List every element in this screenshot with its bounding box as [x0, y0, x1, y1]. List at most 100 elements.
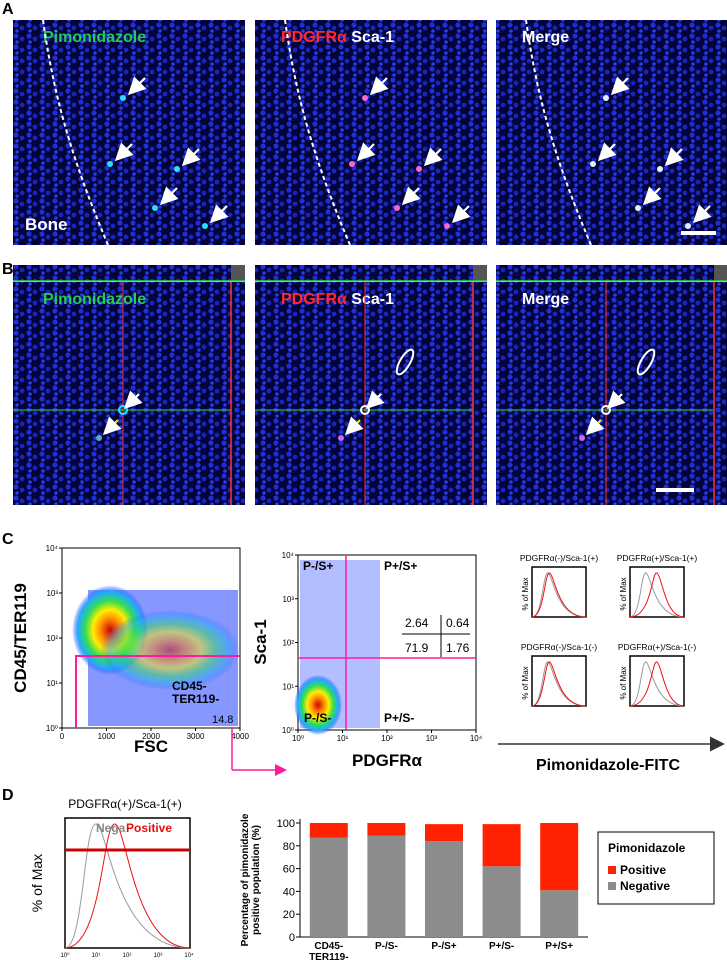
line	[597, 142, 617, 162]
bar-segment	[367, 823, 406, 836]
line	[664, 147, 684, 167]
x-tick-label: P+/S-	[489, 941, 514, 952]
histogram-curve	[629, 661, 685, 707]
x-tick-label: 10¹	[92, 953, 101, 959]
micrograph	[496, 282, 714, 505]
decoration: CD45-	[172, 679, 207, 693]
x-tick-label: 10²	[381, 734, 393, 743]
histogram-title: PDGFRα(+)/Sca-1(+)	[617, 553, 698, 563]
y-tick-label: 80	[283, 841, 295, 853]
orthogonal-strip	[13, 265, 245, 281]
histogram	[531, 655, 587, 707]
corner	[714, 265, 727, 281]
y-tick-label: 40	[283, 886, 295, 898]
histogram-curve	[629, 661, 685, 707]
histogram	[531, 566, 587, 618]
histogram-curve	[531, 572, 587, 618]
legend-swatch	[608, 882, 616, 890]
stain-white: Sca-1	[351, 291, 394, 308]
histogram	[629, 566, 685, 618]
x-tick-label: 0	[60, 732, 65, 741]
bar-segment	[425, 824, 463, 842]
bar-segment	[482, 824, 521, 867]
quadrant-label: P+/S-	[384, 711, 414, 725]
gate	[75, 655, 240, 728]
axis-label: % of Max	[521, 666, 530, 699]
legend	[597, 831, 715, 905]
x-tick-label: 10²	[123, 953, 132, 959]
axis-label: FSC	[134, 737, 168, 756]
histogram-title: PDGFRα(+)/Sca-1(+)	[68, 797, 182, 811]
vessel	[395, 348, 415, 376]
line	[423, 147, 443, 167]
merge-label: Merge	[522, 291, 569, 308]
axis-label: % of Max	[29, 854, 45, 912]
bar-segment	[540, 823, 579, 891]
cell	[174, 166, 180, 172]
cell	[579, 435, 585, 441]
corner	[231, 265, 245, 281]
orthogonal-strip	[231, 282, 245, 505]
histogram-curve	[64, 823, 191, 949]
decoration: TER119-	[172, 692, 219, 706]
histogram-curve	[629, 572, 685, 618]
histogram-title: PDGFRα(+)/Sca-1(-)	[618, 642, 697, 652]
line	[123, 390, 143, 410]
bar-segment	[367, 835, 406, 937]
merge-label: Merge	[522, 29, 569, 46]
y-tick-label: 60	[283, 864, 295, 876]
histogram-title: PDGFRα(-)/Sca-1(+)	[520, 553, 599, 563]
bone-boundary	[284, 19, 351, 246]
cell	[444, 223, 450, 229]
stain-red: PDGFRα	[281, 29, 347, 46]
quadrant-label: P-/S-	[304, 711, 331, 725]
line	[642, 186, 662, 206]
bar-segment	[540, 890, 579, 937]
axis-title: Percentage of pimonidazolepositive popul…	[240, 813, 262, 946]
y-tick-label: 10³	[282, 595, 294, 604]
line	[365, 390, 385, 410]
line	[585, 416, 605, 436]
cell	[338, 435, 344, 441]
line	[451, 204, 471, 224]
axis-label: PDGFRα	[352, 751, 423, 770]
cell	[603, 95, 609, 101]
x-tick-label: CD45-TER119-	[309, 941, 348, 960]
orthogonal-strip	[255, 265, 487, 281]
axis-label: % of Max	[619, 577, 628, 610]
y-tick-label: 10³	[46, 589, 58, 598]
stain-label: Pimonidazole	[43, 291, 146, 308]
x-tick-label: 10⁴	[470, 734, 483, 743]
cell	[349, 161, 355, 167]
gate-value: 14.8	[212, 714, 233, 726]
axis-label: Pimonidazole-FITC	[536, 757, 680, 774]
bone-label: Bone	[25, 215, 68, 234]
stain-label: Pimonidazole	[43, 29, 146, 46]
x-tick-label: P+/S+	[545, 941, 573, 952]
line	[606, 390, 626, 410]
cell	[416, 166, 422, 172]
micrograph	[13, 282, 231, 505]
histogram	[64, 817, 191, 949]
cell	[635, 205, 641, 211]
cell	[96, 435, 102, 441]
cell	[362, 95, 368, 101]
x-tick-label: 10³	[154, 953, 163, 959]
line	[610, 76, 630, 96]
line	[181, 147, 201, 167]
histogram-title: PDGFRα(-)/Sca-1(-)	[521, 642, 597, 652]
decoration: CD45-	[314, 941, 343, 952]
quadrant-percentage: 1.76	[446, 641, 470, 655]
cell	[590, 161, 596, 167]
cell	[120, 95, 126, 101]
y-tick-label: 100	[277, 818, 295, 830]
events	[294, 675, 342, 735]
line	[356, 142, 376, 162]
stain-label: PDGFRα Sca-1	[281, 29, 394, 46]
bone-boundary	[525, 19, 592, 246]
x-tick-label: 2000	[142, 732, 160, 741]
legend-swatch	[608, 866, 616, 874]
y-tick-label: 10¹	[46, 679, 58, 688]
y-tick-label: 10¹	[282, 682, 294, 691]
line	[369, 76, 389, 96]
